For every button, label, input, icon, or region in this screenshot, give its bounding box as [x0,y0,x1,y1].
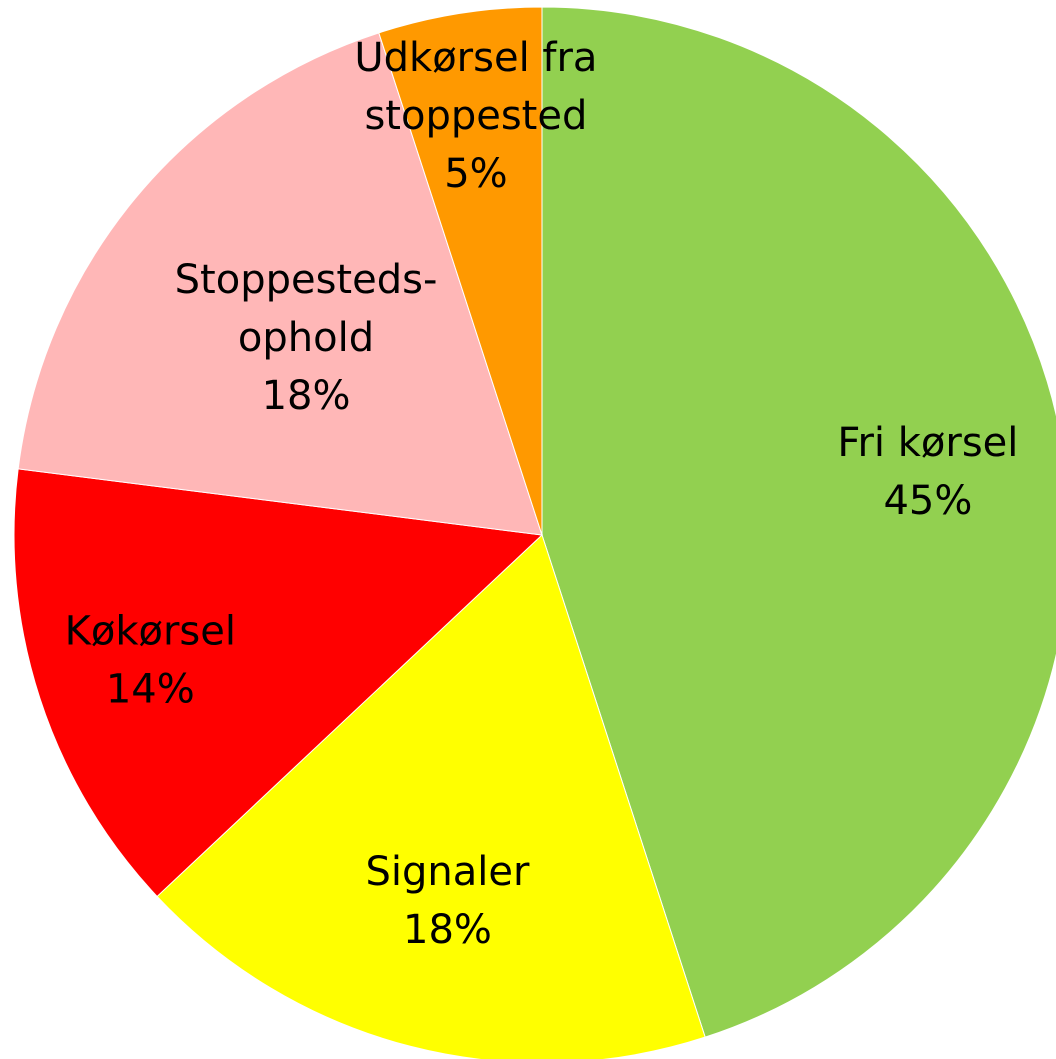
slice-label: Udkørsel fra stoppested [354,35,597,139]
pie-slice [541,6,1056,1038]
pie-slice [378,6,543,536]
pie-slice [156,534,706,1059]
pie-slice [17,32,543,536]
slice-label: Fri kørsel [837,420,1018,466]
slice-value-label: 18% [262,373,351,419]
pie-slice [13,468,544,898]
slice-value-label: 45% [883,478,972,524]
slice-label: Køkørsel [65,608,236,654]
slice-label: Signaler [365,849,529,895]
slice-value-label: 18% [403,907,492,953]
slice-value-label: 14% [106,666,195,712]
slice-value-label: 5% [444,151,507,197]
slice-label: Stoppesteds-ophold [175,257,438,361]
